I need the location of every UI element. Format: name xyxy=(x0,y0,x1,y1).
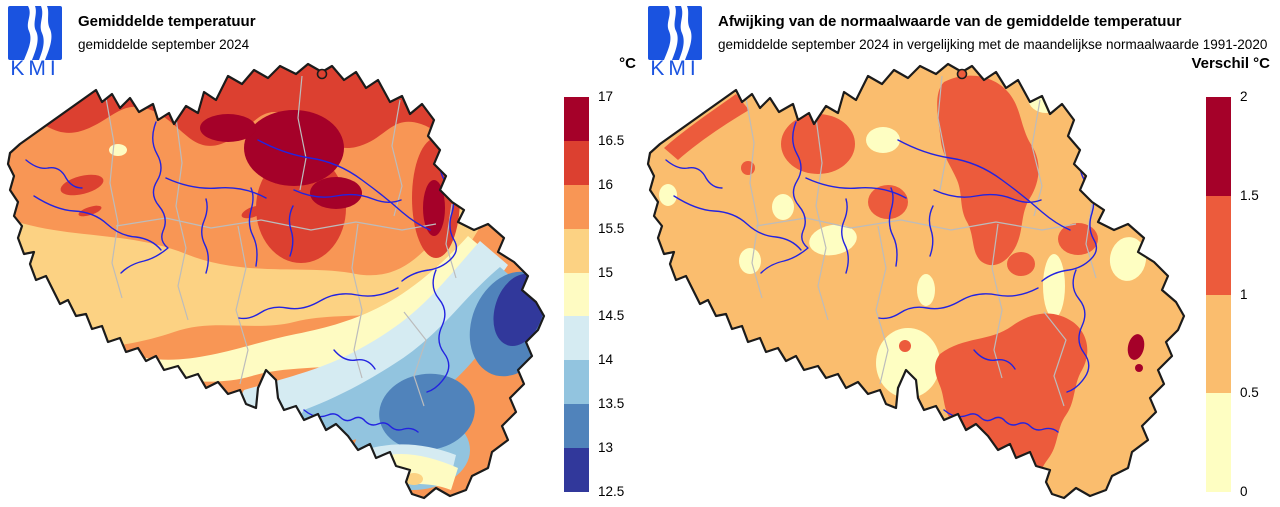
page-title: Afwijking van de normaalwaarde van de ge… xyxy=(718,13,1182,30)
legend-color-block xyxy=(564,228,589,273)
legend-tick-label: 14.5 xyxy=(598,308,625,324)
legend-tick-label: 17 xyxy=(598,89,614,104)
baarle-hertog-exclave xyxy=(316,68,328,80)
kmi-logo-icon xyxy=(648,6,702,60)
page-title: Gemiddelde temperatuur xyxy=(78,13,256,30)
legend-unit-label: Verschil °C xyxy=(1191,55,1270,72)
legend-tick-label: 1 xyxy=(1240,286,1248,302)
legend-tick-label: 13.5 xyxy=(598,396,625,412)
legend-color-block xyxy=(564,316,589,361)
legend-color-block xyxy=(564,448,589,493)
legend-tick-label: 12.5 xyxy=(598,484,625,499)
legend-color-block xyxy=(564,360,589,405)
legend-tick-label: 16.5 xyxy=(598,132,625,148)
legend-color-block xyxy=(564,404,589,449)
legend-tick-label: 15.5 xyxy=(598,220,625,236)
legend-color-block xyxy=(564,140,589,186)
legend-unit-label: °C xyxy=(619,55,636,72)
legend-color-block xyxy=(564,272,589,317)
legend-tick-label: 15 xyxy=(598,264,614,280)
belgium-map-temperature-anomaly xyxy=(646,62,1186,500)
legend-color-block xyxy=(1206,195,1231,295)
page-subtitle: gemiddelde september 2024 in vergelijkin… xyxy=(718,37,1268,52)
legend-color-block xyxy=(1206,97,1231,197)
belgium-map-average-temperature xyxy=(6,62,546,500)
legend-tick-label: 13 xyxy=(598,440,614,456)
legend-tick-label: 0.5 xyxy=(1240,385,1259,401)
legend-tick-label: 2 xyxy=(1240,89,1248,104)
baarle-hertog-exclave xyxy=(956,68,968,80)
legend-color-block xyxy=(1206,294,1231,394)
page-subtitle: gemiddelde september 2024 xyxy=(78,37,250,52)
legend-tick-label: 1.5 xyxy=(1240,187,1259,203)
legend-tick-label: 0 xyxy=(1240,484,1248,499)
kmi-logo-icon xyxy=(8,6,62,60)
kmi-logo-text: KMI xyxy=(650,57,700,80)
anomaly-legend: 2 1.5 1 0.5 0 xyxy=(1206,89,1280,499)
legend-tick-label: 16 xyxy=(598,176,614,192)
kmi-logo-text: KMI xyxy=(10,57,60,80)
temperature-legend: 17 16.5 16 15.5 15 14.5 14 13.5 13 12.5 xyxy=(564,89,674,499)
legend-color-block xyxy=(564,97,589,142)
legend-tick-label: 14 xyxy=(598,352,614,368)
panel-temperature-anomaly: KMI Afwijking van de normaalwaarde van d… xyxy=(640,0,1280,507)
legend-color-block xyxy=(564,184,589,230)
panel-average-temperature: KMI Gemiddelde temperatuur gemiddelde se… xyxy=(6,6,636,500)
legend-color-block xyxy=(1206,393,1231,493)
